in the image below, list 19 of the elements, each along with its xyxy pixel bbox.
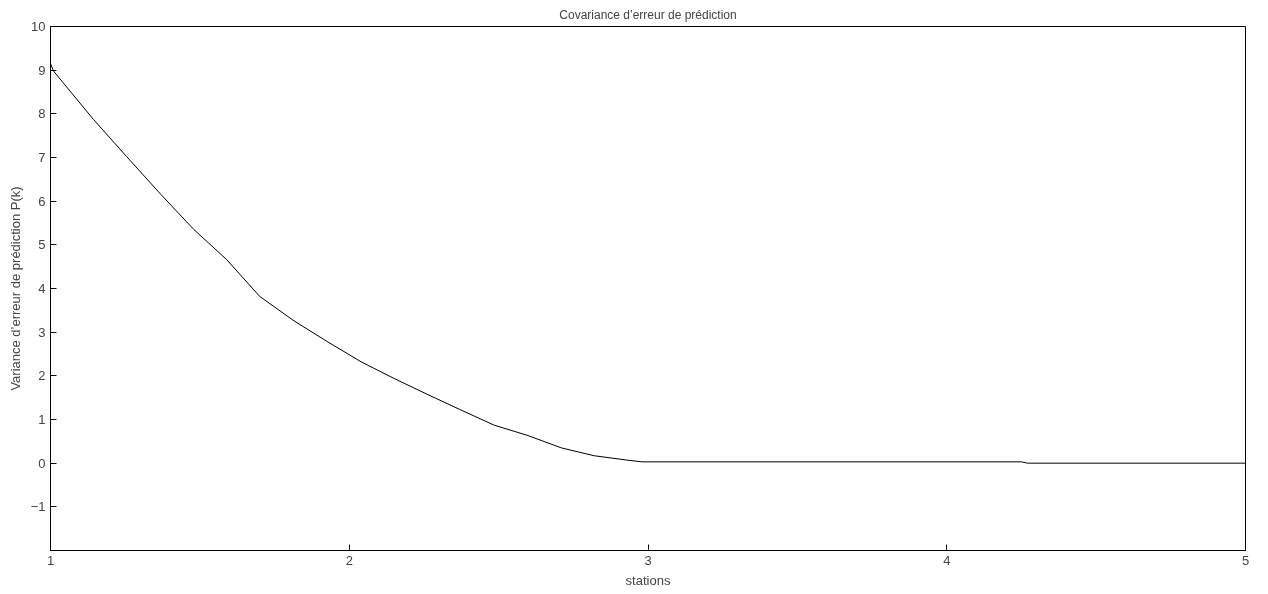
y-tick-label: 8: [38, 106, 46, 122]
y-tick-label: 7: [38, 150, 46, 165]
x-tick-label: 4: [943, 552, 951, 568]
y-tick-label: 2: [38, 368, 46, 384]
y-tick-label: 4: [38, 281, 46, 296]
y-tick-label: 5: [38, 237, 46, 253]
y-tick-label: 0: [38, 455, 46, 471]
y-tick-label: 6: [38, 193, 46, 209]
x-axis-title: stations: [625, 572, 671, 588]
y-tick-label: 9: [38, 62, 46, 78]
y-tick-label: 10: [31, 19, 46, 34]
y-axis-title: Variance d’erreur de prédiction P(k): [7, 186, 23, 391]
y-tick-label: −1: [30, 499, 46, 515]
y-tick-label: 3: [38, 324, 46, 340]
x-tick-label: 2: [345, 552, 353, 568]
y-tick-label: 1: [38, 412, 46, 427]
x-tick-label: 3: [644, 552, 652, 568]
x-tick-label: 5: [1241, 552, 1250, 568]
chart-title: Covariance d’erreur de prédiction: [559, 7, 737, 22]
